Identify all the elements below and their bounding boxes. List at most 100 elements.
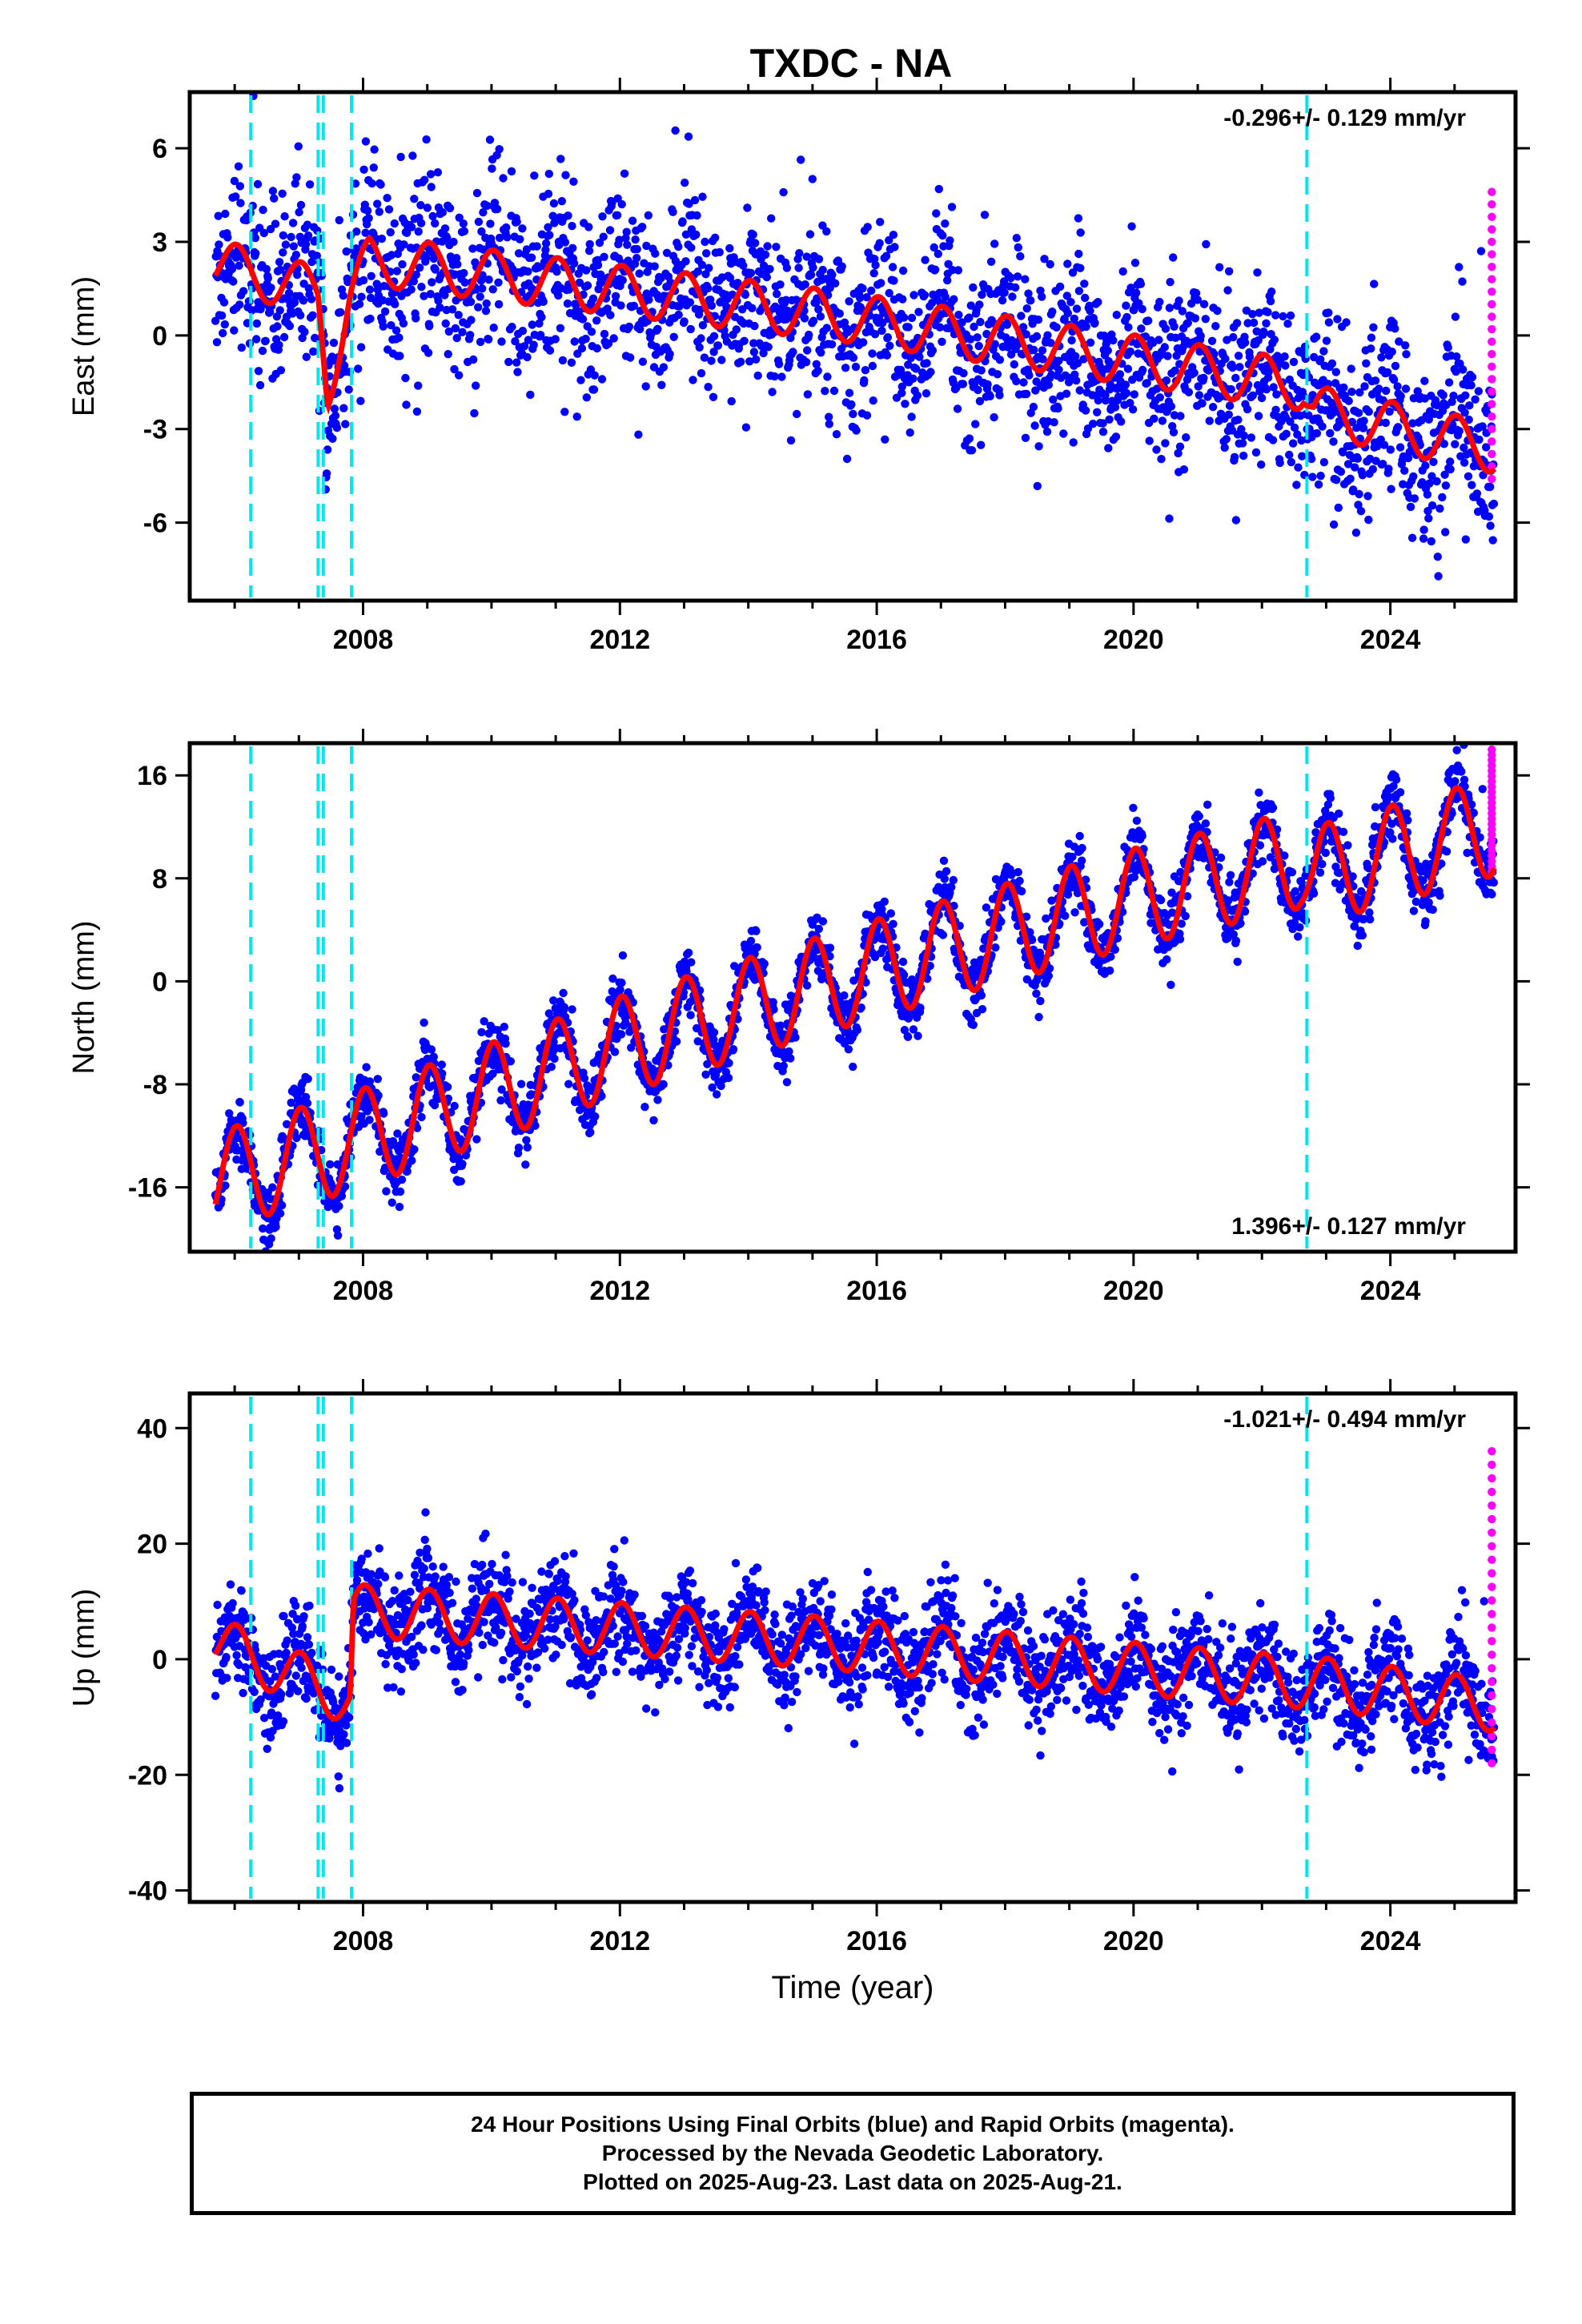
east-point: [1072, 376, 1081, 385]
east-point: [651, 249, 660, 258]
east-point: [885, 341, 894, 350]
east-point: [1347, 417, 1357, 427]
east-point: [1049, 395, 1058, 404]
east-point: [1390, 376, 1399, 384]
east-point: [341, 420, 350, 428]
east-point: [753, 371, 762, 380]
east-point: [1076, 263, 1085, 272]
east-point: [993, 370, 1002, 379]
east-point: [359, 165, 368, 174]
east-point: [420, 175, 429, 184]
east-point: [603, 304, 612, 313]
east-point: [805, 330, 813, 340]
east-point: [357, 292, 366, 301]
east-point: [977, 440, 986, 449]
east-point: [331, 411, 340, 420]
east-point: [623, 240, 632, 249]
east-point: [999, 277, 1009, 286]
east-point: [422, 135, 431, 144]
east-point: [1478, 422, 1487, 431]
east-x-tick-label: 2020: [1103, 625, 1164, 655]
east-rate-label: -0.296+/- 0.129 mm/yr: [1223, 105, 1466, 131]
north-point: [1258, 857, 1267, 866]
east-point: [522, 245, 532, 254]
east-point: [809, 263, 817, 272]
north-point: [942, 866, 951, 876]
east-point: [485, 135, 495, 144]
east-point: [904, 360, 913, 369]
east-point: [1472, 489, 1482, 498]
east-point: [967, 446, 977, 455]
east-point: [1101, 396, 1110, 405]
east-point: [636, 324, 644, 334]
east-point: [1012, 234, 1022, 243]
north-point: [610, 1047, 620, 1056]
chart-title: TXDC - NA: [750, 41, 953, 86]
east-point: [1225, 267, 1234, 275]
east-point: [401, 373, 410, 383]
north-point: [760, 959, 769, 968]
east-point: [1183, 319, 1193, 328]
east-point: [1329, 437, 1338, 446]
east-point: [307, 295, 316, 304]
north-point: [450, 1101, 459, 1111]
east-point: [763, 242, 772, 251]
east-rapid-point: [1488, 237, 1496, 247]
north-point: [1203, 800, 1212, 809]
east-point: [1316, 472, 1325, 480]
east-point: [312, 251, 321, 260]
east-point: [749, 230, 757, 239]
north-point: [287, 1098, 295, 1108]
east-point: [1262, 385, 1271, 394]
east-point: [1308, 472, 1317, 481]
east-point: [771, 302, 780, 312]
north-point: [326, 1160, 335, 1169]
east-point: [814, 305, 823, 314]
east-point: [934, 184, 944, 194]
east-point: [520, 342, 529, 351]
east-point: [470, 408, 479, 418]
north-point: [410, 1145, 419, 1154]
east-point: [1386, 445, 1395, 454]
east-point: [291, 179, 299, 188]
east-point: [1455, 427, 1464, 436]
east-rapid-point: [1488, 212, 1496, 221]
east-point: [545, 231, 554, 239]
east-point: [1161, 439, 1170, 448]
east-point: [662, 248, 672, 257]
east-point: [674, 242, 683, 251]
east-point: [750, 321, 759, 331]
north-point: [500, 1023, 508, 1031]
east-point: [576, 376, 585, 384]
east-point: [792, 296, 801, 304]
east-point: [1022, 389, 1031, 399]
east-point: [275, 265, 285, 274]
east-point: [653, 324, 662, 333]
east-point: [527, 253, 536, 262]
east-y-tick-label: -6: [143, 509, 167, 539]
east-point: [1387, 485, 1395, 493]
east-point: [1175, 442, 1185, 451]
east-point: [911, 364, 921, 373]
north-point: [443, 1083, 452, 1092]
east-point: [1465, 401, 1474, 410]
east-point: [235, 300, 244, 309]
north-point: [608, 974, 617, 983]
north-point: [375, 1147, 384, 1156]
east-point: [1382, 386, 1391, 396]
east-point: [697, 368, 706, 378]
north-point: [779, 1061, 788, 1071]
east-point: [1400, 466, 1409, 475]
east-point: [1230, 452, 1239, 461]
east-point: [1040, 255, 1049, 263]
east-point: [597, 375, 607, 384]
east-point: [609, 334, 618, 343]
north-point: [277, 1200, 287, 1210]
north-point: [938, 931, 948, 939]
north-point: [899, 971, 909, 979]
north-point: [703, 1059, 712, 1069]
east-point: [494, 278, 503, 287]
east-point: [1358, 471, 1367, 480]
east-point: [774, 360, 784, 368]
east-point: [289, 242, 298, 251]
